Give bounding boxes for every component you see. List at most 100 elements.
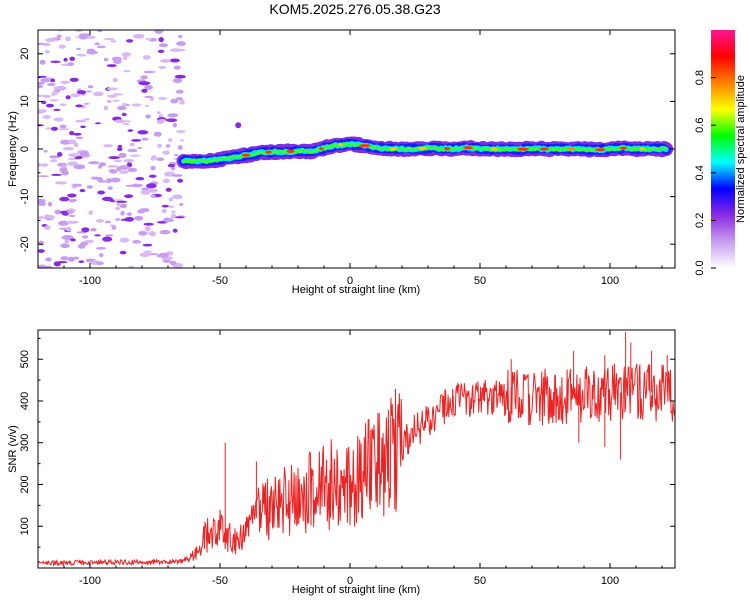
snr-y-ticks: 100 200 300 400 500 [19,337,675,548]
noise-speckle [124,194,134,199]
spectrogram-x-ticks: -100 -50 0 50 100 [63,30,663,287]
noise-speckle [165,187,172,192]
snr-series-line [38,363,675,567]
noise-speckle [38,175,49,178]
noise-speckle [167,138,173,142]
noise-speckle [57,152,63,157]
noise-speckle [172,194,183,200]
ridge-hotspot [338,143,343,147]
noise-speckle [165,144,171,148]
noise-speckle [67,256,75,262]
noise-speckle [93,91,104,97]
y-tick-label: 200 [19,475,31,493]
ridge-hotspot [319,147,324,151]
noise-speckle [173,65,181,70]
noise-speckle [161,208,167,214]
noise-speckle [121,52,131,57]
noise-speckle [67,161,78,166]
noise-speckle [110,177,121,183]
noise-speckle [126,212,132,216]
ridge-hotspot [517,147,529,151]
noise-speckle [87,85,94,89]
noise-speckle [173,154,179,156]
noise-speckle [175,89,184,94]
noise-speckle [110,40,117,43]
ridge-hotspot [619,146,628,150]
noise-speckle [162,218,175,222]
noise-speckle [97,30,103,33]
noise-speckle [45,38,56,42]
noise-speckle [176,41,187,46]
noise-speckle [157,143,162,149]
colorbar-ticks: 0.0 0.2 0.4 0.6 0.8 [694,70,716,276]
noise-speckle [103,144,113,148]
colorbar-gradient [711,30,735,268]
noise-speckle [123,70,131,73]
x-tick-label: -100 [79,275,101,287]
noise-speckle [158,97,167,100]
noise-speckle [96,261,104,266]
noise-speckle [131,183,143,188]
noise-speckle [94,234,101,237]
noise-speckle [86,35,96,39]
ridge-hotspot [359,144,371,148]
noise-speckles [38,30,187,268]
snr-y-label: SNR (v/v) [7,425,19,473]
noise-speckle [82,118,91,121]
ridge-hotspot [463,146,474,150]
noise-speckle [74,119,87,123]
noise-speckle [38,201,47,206]
noise-speckle [158,119,166,122]
noise-speckle [135,177,145,181]
noise-speckle [54,209,61,215]
noise-speckle [58,220,69,226]
noise-speckle [95,247,107,250]
noise-speckle [172,123,177,128]
colorbar-tick-label: 0.6 [694,118,706,133]
x-tick-label: 50 [474,575,486,587]
noise-speckle [73,142,79,148]
noise-speckle [94,42,101,46]
noise-speckle [58,44,66,49]
snr-spikes [224,332,668,533]
spectrogram-x-label: Height of straight line (km) [292,284,420,296]
noise-speckle [78,260,85,264]
noise-speckle [61,235,74,240]
noise-speckle [60,80,70,84]
noise-speckle [63,57,68,62]
noise-speckle [99,253,104,258]
noise-speckle [131,139,142,142]
ridge-hotspot [595,148,606,152]
noise-speckle [60,256,69,261]
noise-speckle [128,265,135,268]
noise-speckle [146,183,157,189]
noise-speckle [56,34,62,38]
noise-speckle [66,220,79,224]
noise-speckle [127,129,134,132]
noise-speckle [106,64,117,68]
noise-speckle [39,59,46,65]
noise-speckle [38,81,45,85]
noise-speckle [96,45,106,49]
y-tick-label: 10 [19,95,31,107]
noise-speckle [115,218,121,221]
x-tick-label: 100 [601,575,619,587]
noise-speckle [156,157,165,161]
colorbar: 0.0 0.2 0.4 0.6 0.8 Normalized spectral ampl… [694,30,747,276]
noise-speckle [123,158,134,163]
noise-speckle [145,104,150,107]
noise-speckle [144,95,153,98]
noise-speckle [73,164,86,170]
noise-speckle [103,57,109,62]
noise-speckle [170,98,179,104]
ridge-hotspot [418,146,427,150]
noise-speckle [178,35,183,39]
noise-speckle [119,250,127,255]
noise-speckle [142,55,151,60]
noise-speckle [157,49,165,53]
noise-speckle [117,105,127,111]
colorbar-tick-label: 0.2 [694,213,706,228]
noise-speckle [70,238,76,242]
noise-speckle [59,196,70,202]
noise-speckle [125,184,135,187]
